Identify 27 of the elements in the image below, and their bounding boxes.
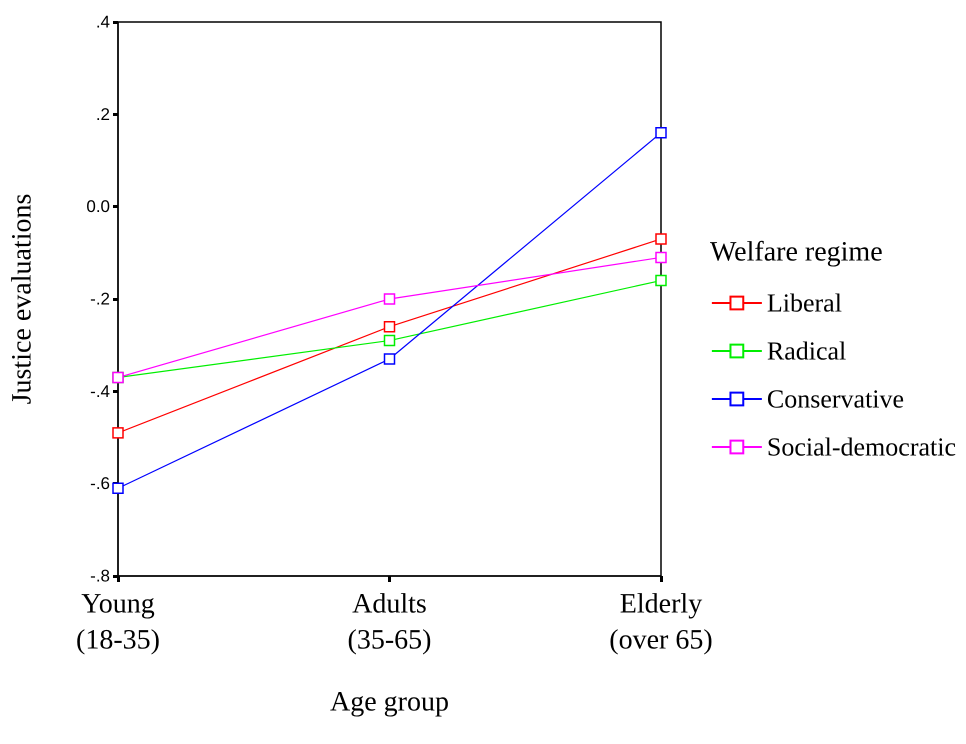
y-tick-label: -.4 [90, 382, 110, 401]
point [384, 353, 396, 365]
legend-label: Social-democratic [766, 432, 956, 462]
point [655, 127, 667, 139]
legend-label: Radical [766, 336, 846, 366]
y-tick-label: 0.0 [86, 197, 110, 216]
point [384, 293, 396, 305]
legend-label: Conservative [766, 384, 904, 414]
x-tick-label: Adults (35-65) [348, 588, 432, 656]
x-axis-title: Age group [330, 686, 449, 718]
y-tick-label: .2 [96, 104, 110, 124]
y-axis-title: Justice evaluations [6, 194, 38, 404]
x-tick-label: Elderly (over 65) [609, 588, 713, 656]
point [384, 334, 396, 346]
x-tick-label: Young (18-35) [76, 588, 160, 656]
point [655, 233, 667, 245]
point [655, 274, 667, 286]
point [655, 252, 667, 264]
legend-title: Welfare regime [710, 236, 883, 268]
y-tick-label: .4 [96, 12, 110, 32]
legend-label: Liberal [766, 288, 842, 318]
y-tick-label: -.6 [90, 474, 110, 494]
point [112, 482, 124, 494]
point [384, 320, 396, 332]
point [112, 427, 124, 439]
y-tick-label: -.8 [90, 566, 110, 586]
y-tick-label: -.2 [90, 290, 110, 308]
